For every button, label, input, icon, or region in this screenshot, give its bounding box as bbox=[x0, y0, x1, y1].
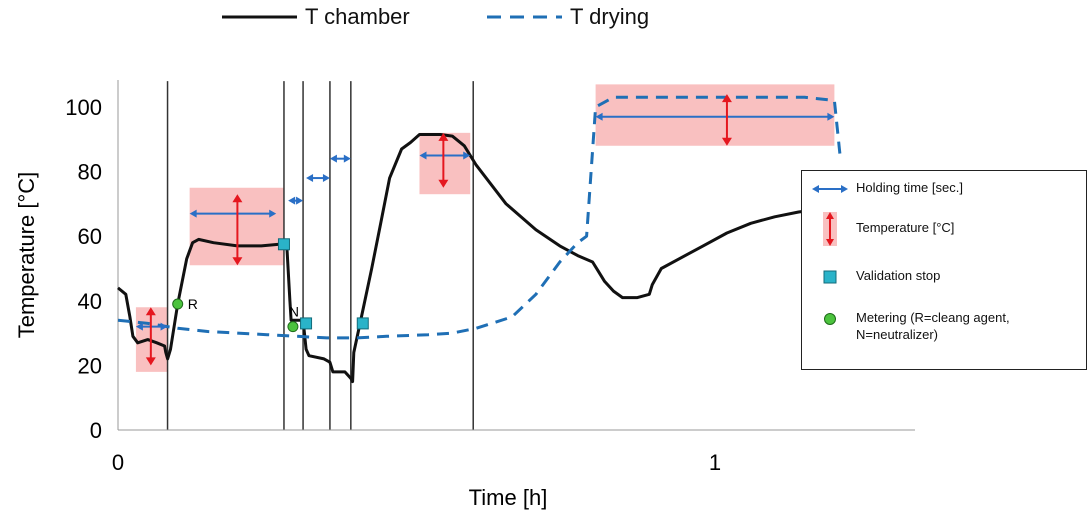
vertical-phase-lines bbox=[166, 81, 474, 430]
legend-item-temperature: Temperature [°C] bbox=[810, 212, 1082, 246]
temperature-arrow bbox=[145, 307, 156, 366]
legend-temperature-label: Temperature [°C] bbox=[856, 220, 955, 235]
validation-stop-marker bbox=[356, 317, 369, 330]
y-axis-label: Temperature [°C] bbox=[14, 172, 39, 339]
legend-validation-stop-label: Validation stop bbox=[856, 268, 941, 283]
vertical-arrow-icon bbox=[810, 212, 850, 246]
holding-time-arrow bbox=[595, 112, 835, 121]
t-drying-line bbox=[117, 95, 842, 340]
holding-time-arrow bbox=[419, 151, 471, 160]
metering-label: N bbox=[289, 304, 299, 320]
y-tick-label: 0 bbox=[90, 418, 102, 443]
annotation-legend: Holding time [sec.] Temperature [°C] Val… bbox=[801, 170, 1087, 370]
legend-item-validation-stop: Validation stop bbox=[810, 267, 1082, 287]
t-chamber-line bbox=[117, 133, 835, 384]
holding-time-arrow bbox=[189, 209, 277, 218]
legend-t-drying-label: T drying bbox=[570, 4, 650, 29]
metering-marker bbox=[287, 321, 299, 333]
x-tick-label: 0 bbox=[112, 450, 124, 475]
holding-time-arrow bbox=[306, 174, 330, 183]
temperature-band bbox=[595, 84, 835, 146]
y-tick-label: 40 bbox=[78, 289, 102, 314]
x-axis-label: Time [h] bbox=[469, 485, 548, 510]
series-lines bbox=[117, 95, 842, 384]
legend-item-holding-time: Holding time [sec.] bbox=[810, 179, 1082, 199]
metering-label: R bbox=[188, 296, 198, 312]
holding-time-heads bbox=[288, 196, 304, 205]
holding-time-arrow bbox=[329, 154, 351, 163]
holding-time-heads bbox=[306, 174, 330, 183]
axes bbox=[117, 80, 915, 431]
metering-marker bbox=[172, 298, 184, 310]
circle-icon bbox=[810, 309, 850, 329]
legend-t-drying: T drying bbox=[487, 4, 649, 30]
double-arrow-icon bbox=[810, 179, 850, 199]
square-icon bbox=[810, 267, 850, 287]
validation-stop-marker bbox=[300, 317, 313, 330]
x-tick-label: 1 bbox=[709, 450, 721, 475]
legend-item-metering: Metering (R=cleang agent, N=neutralizer) bbox=[810, 309, 1082, 343]
y-tick-label: 20 bbox=[78, 353, 102, 378]
temperature-arrow bbox=[232, 194, 243, 266]
y-tick-label: 100 bbox=[65, 95, 102, 120]
holding-time-heads bbox=[329, 154, 351, 163]
holding-time-arrow bbox=[288, 196, 304, 205]
temperature-arrow bbox=[438, 132, 449, 188]
legend-metering-label: Metering (R=cleang agent, N=neutralizer) bbox=[856, 310, 1010, 342]
tick-labels: 0 20 40 60 80 100 0 1 bbox=[65, 95, 721, 475]
temperature-arrow bbox=[721, 94, 732, 146]
y-tick-label: 60 bbox=[78, 224, 102, 249]
validation-stop-marker bbox=[277, 238, 290, 251]
temperature-heads bbox=[232, 194, 243, 266]
holding-time-heads bbox=[135, 322, 168, 331]
legend-t-chamber-label: T chamber bbox=[305, 4, 410, 29]
legend-holding-time-label: Holding time [sec.] bbox=[856, 180, 963, 195]
y-tick-label: 80 bbox=[78, 160, 102, 185]
legend-t-chamber: T chamber bbox=[222, 4, 410, 30]
temperature-bands bbox=[135, 84, 835, 372]
